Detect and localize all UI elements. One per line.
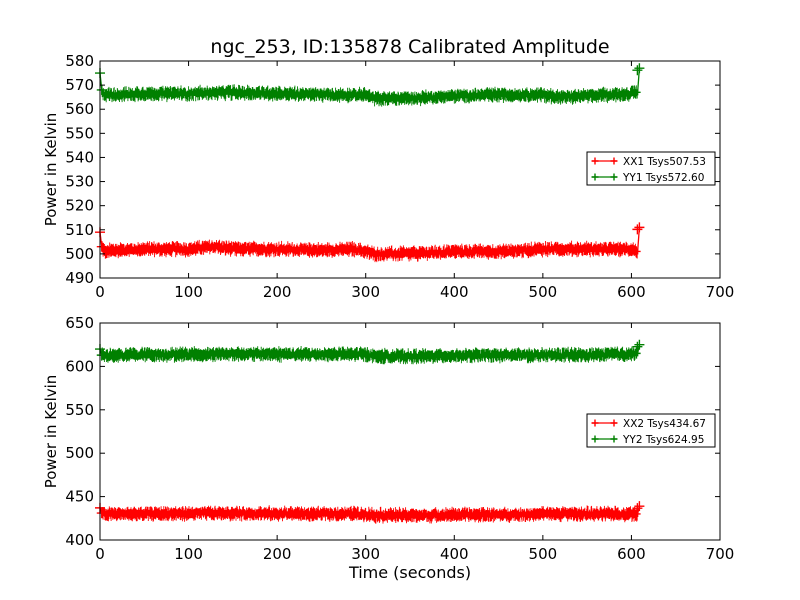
x-tick-label: 400 bbox=[440, 283, 469, 301]
x-axis-label: Time (seconds) bbox=[348, 563, 471, 582]
bottom-panel-chart: 0 100 200 300 400 500 600 700 400 450 500 550 600 650… bbox=[42, 314, 734, 563]
legend-swatch-marker bbox=[610, 419, 618, 427]
series-0-end-marker-3 bbox=[634, 248, 641, 255]
x-tick-label: 0 bbox=[95, 283, 105, 301]
x-tick-label: 700 bbox=[706, 283, 735, 301]
plot-frame bbox=[99, 322, 721, 541]
legend-label: XX2 Tsys434.67 bbox=[623, 418, 706, 430]
y-tick-label: 580 bbox=[65, 52, 94, 70]
legend-swatch-marker bbox=[610, 157, 618, 165]
x-tick-label: 0 bbox=[95, 545, 105, 563]
y-tick-label: 650 bbox=[65, 314, 94, 332]
legend-label: YY1 Tsys572.60 bbox=[622, 172, 704, 184]
y-axis-label: Power in Kelvin bbox=[42, 375, 60, 489]
x-tick-label: 300 bbox=[351, 283, 380, 301]
x-tick-label: 700 bbox=[706, 545, 735, 563]
series-1-start-marker-2 bbox=[96, 350, 107, 361]
legend-box bbox=[586, 413, 716, 448]
figure-title: ngc_253, ID:135878 Calibrated Amplitude bbox=[210, 36, 609, 58]
legend: XX1 Tsys507.53 YY1 Tsys572.60 bbox=[586, 151, 716, 186]
x-tick-label: 500 bbox=[529, 545, 558, 563]
series-0-group bbox=[95, 222, 645, 263]
x-tick-label: 400 bbox=[440, 545, 469, 563]
y-tick-label: 500 bbox=[65, 444, 94, 462]
series-1-end-marker-3 bbox=[634, 89, 641, 96]
x-tick-label: 200 bbox=[263, 545, 292, 563]
series-0-end-marker-3 bbox=[634, 510, 641, 517]
legend-label: YY2 Tsys624.95 bbox=[622, 434, 704, 446]
y-tick-label: 510 bbox=[65, 221, 94, 239]
y-tick-label: 570 bbox=[65, 76, 94, 94]
x-tick-label: 300 bbox=[351, 545, 380, 563]
series-1-end-marker bbox=[634, 63, 645, 74]
series-0-end-marker bbox=[634, 501, 645, 512]
y-tick-label: 560 bbox=[65, 100, 94, 118]
legend-swatch-marker bbox=[591, 435, 599, 443]
x-tick-label: 100 bbox=[174, 283, 203, 301]
y-tick-label: 550 bbox=[65, 124, 94, 142]
series-0-end-marker-2 bbox=[632, 224, 643, 235]
x-tick-label: 500 bbox=[529, 283, 558, 301]
series-1-end-marker bbox=[634, 339, 645, 350]
x-tick-label: 600 bbox=[617, 545, 646, 563]
y-tick-label: 400 bbox=[65, 531, 94, 549]
legend: XX2 Tsys434.67 YY2 Tsys624.95 bbox=[586, 413, 716, 448]
legend-swatch-marker bbox=[591, 419, 599, 427]
top-panel-chart: 0 100 200 300 400 500 600 700 490 500 510 520 530 540… bbox=[42, 52, 734, 301]
series-1-start-marker-2 bbox=[96, 84, 107, 95]
y-tick-label: 540 bbox=[65, 148, 94, 166]
legend-swatch-marker bbox=[610, 173, 618, 181]
y-tick-label: 550 bbox=[65, 401, 94, 419]
series-0-end-marker bbox=[634, 222, 645, 233]
series-1-group bbox=[95, 339, 645, 365]
series-1-end-marker-2 bbox=[632, 65, 643, 76]
x-tick-label: 100 bbox=[174, 545, 203, 563]
y-tick-label: 450 bbox=[65, 488, 94, 506]
y-tick-label: 600 bbox=[65, 357, 94, 375]
legend-swatch-marker bbox=[591, 173, 599, 181]
legend-label: XX1 Tsys507.53 bbox=[623, 156, 706, 168]
y-tick-label: 520 bbox=[65, 197, 94, 215]
series-1-end-marker-3 bbox=[634, 350, 641, 357]
series-1-end-marker-2 bbox=[632, 341, 643, 352]
y-tick-label: 490 bbox=[65, 269, 94, 287]
series-0-group bbox=[95, 501, 645, 524]
y-axis-label: Power in Kelvin bbox=[42, 113, 60, 227]
legend-swatch-marker bbox=[591, 157, 599, 165]
y-tick-label: 530 bbox=[65, 173, 94, 191]
y-tick-label: 500 bbox=[65, 245, 94, 263]
series-0-start-marker-2 bbox=[96, 508, 107, 519]
legend-box bbox=[586, 151, 716, 186]
legend-swatch-marker bbox=[610, 435, 618, 443]
x-tick-label: 200 bbox=[263, 283, 292, 301]
x-tick-label: 600 bbox=[617, 283, 646, 301]
series-0-start-marker-2 bbox=[96, 241, 107, 252]
plot-frame bbox=[99, 60, 721, 279]
